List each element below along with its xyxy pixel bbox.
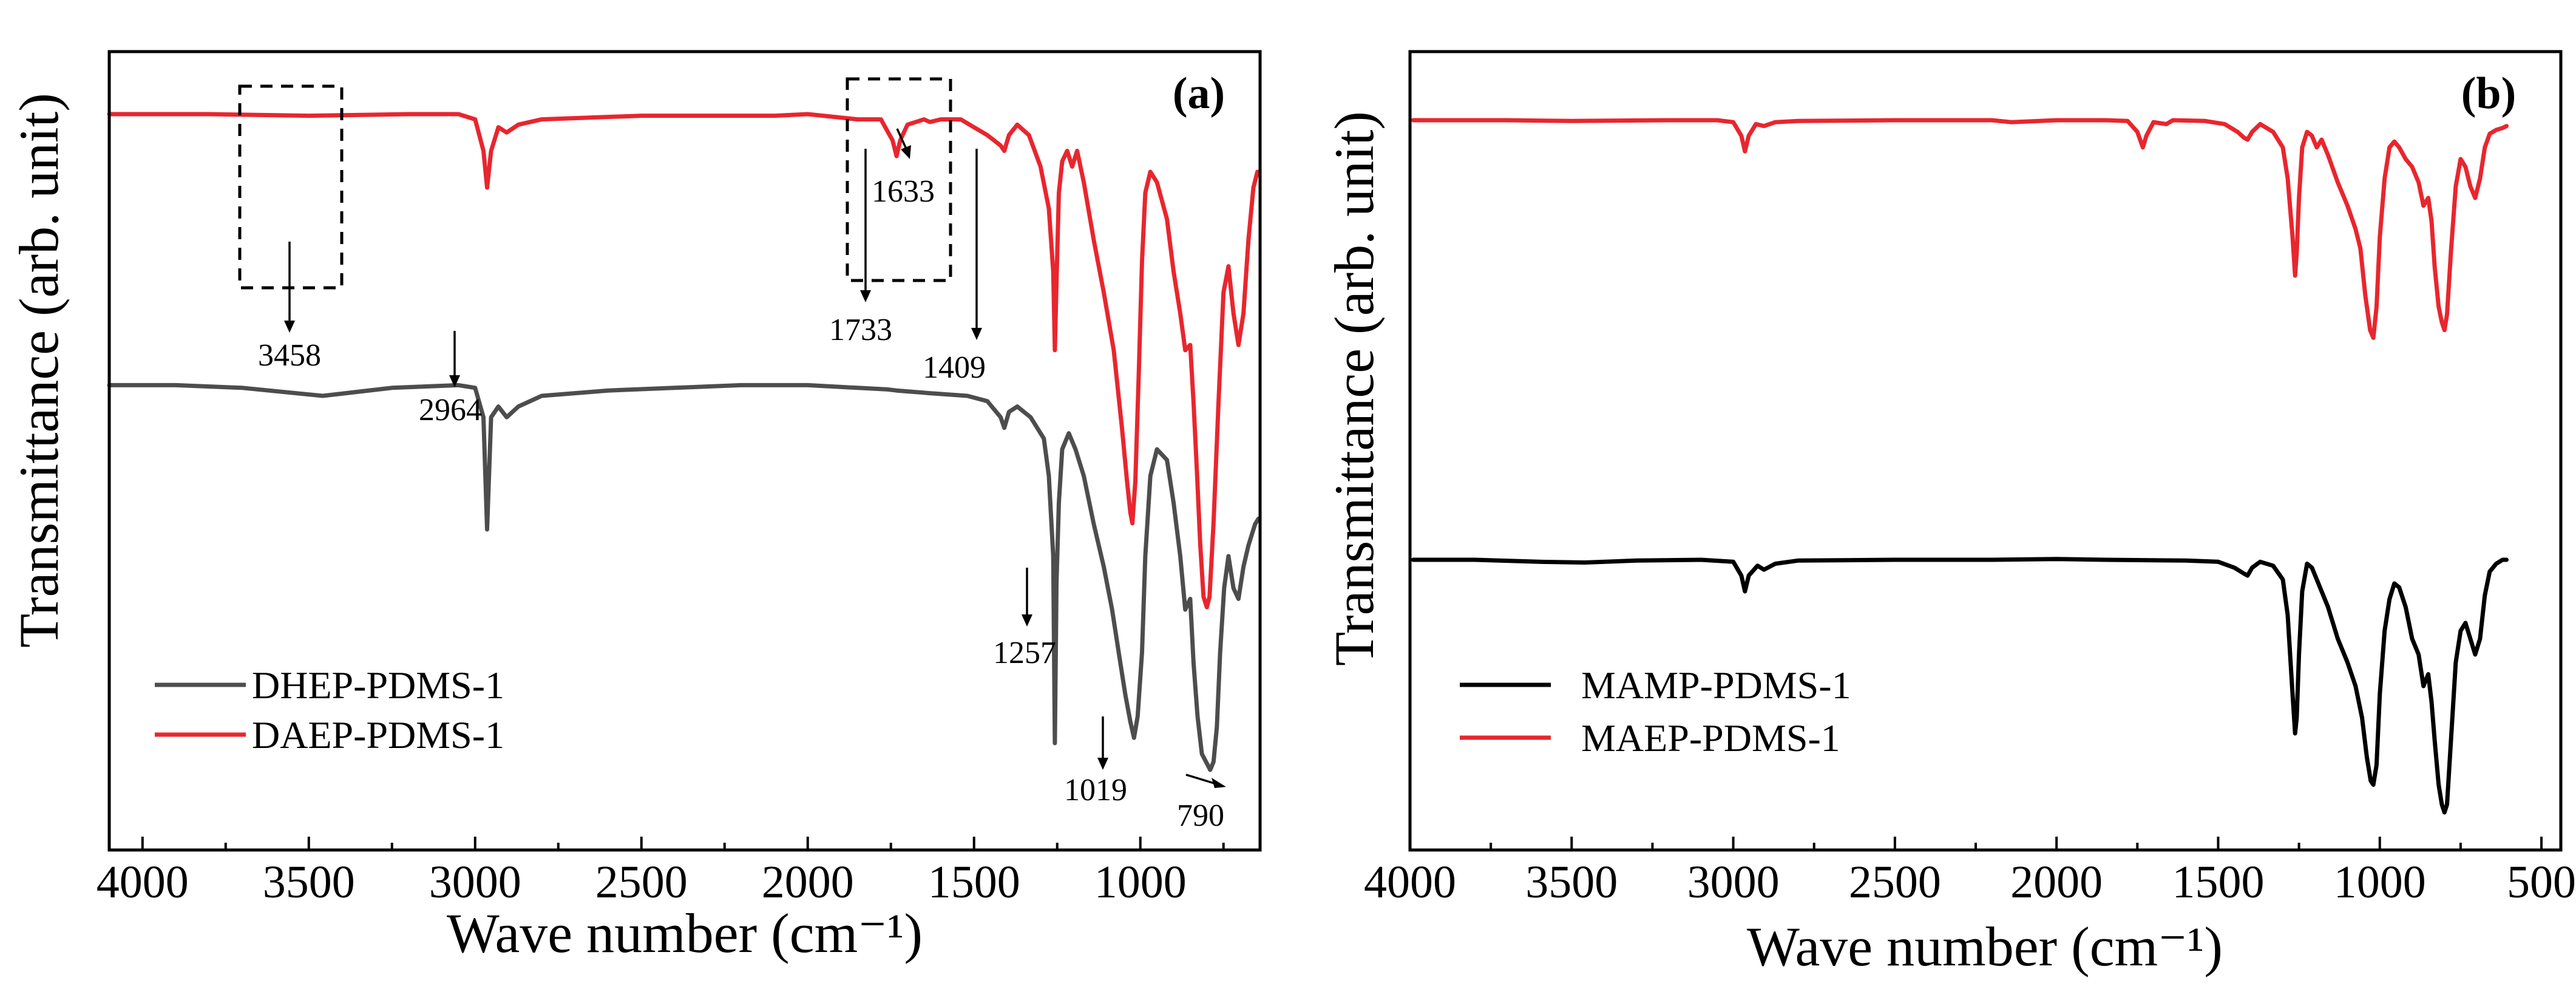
x-tick-label: 2000 bbox=[2010, 857, 2103, 908]
panel-b-series-group bbox=[1411, 118, 2509, 815]
series-line-daep-pdms-1 bbox=[107, 112, 1260, 610]
arrowhead-1409 bbox=[971, 328, 982, 340]
x-tick-label: 500 bbox=[2507, 857, 2576, 908]
x-tick-label: 4000 bbox=[1364, 857, 1456, 908]
x-tick-label: 2500 bbox=[1849, 857, 1941, 908]
x-tick-label: 1500 bbox=[2172, 857, 2264, 908]
panel-a-chart: Transmittance (arb. unit) 4000 3500 3000 25… bbox=[8, 50, 1262, 964]
panel-a-series-group bbox=[107, 112, 1261, 772]
x-tick-label: 3500 bbox=[263, 857, 355, 908]
peak-label-1633: 1633 bbox=[872, 174, 935, 209]
arrowhead-3458 bbox=[284, 321, 295, 333]
highlight-box-carbonyl-region bbox=[846, 77, 952, 282]
series-line-mamp-pdms-1 bbox=[1411, 557, 2509, 815]
legend-label-maep: MAEP-PDMS-1 bbox=[1581, 716, 1840, 760]
peak-label-1733: 1733 bbox=[829, 313, 892, 347]
highlight-box-oh-region bbox=[238, 84, 344, 290]
peak-label-1409: 1409 bbox=[923, 350, 986, 385]
arrowhead-790 bbox=[1212, 778, 1226, 788]
panel-a-label: (a) bbox=[1173, 69, 1225, 118]
x-tick-label: 2500 bbox=[595, 857, 688, 908]
x-tick-label: 1500 bbox=[928, 857, 1020, 908]
panel-a-x-axis-title: Wave number (cm⁻¹) bbox=[447, 902, 923, 964]
arrowhead-1733 bbox=[860, 290, 871, 302]
panel-b-x-ticks: 4000 3500 3000 2500 2000 1500 1000 500 bbox=[1364, 837, 2576, 908]
panel-b-legend: MAMP-PDMS-1 MAEP-PDMS-1 bbox=[1460, 664, 1851, 760]
x-tick-label: 3500 bbox=[1525, 857, 1618, 908]
peak-label-1257: 1257 bbox=[993, 636, 1056, 670]
x-tick-label: 3000 bbox=[429, 857, 521, 908]
arrowhead-1633 bbox=[901, 145, 911, 159]
legend-label-dhep: DHEP-PDMS-1 bbox=[252, 664, 504, 707]
panel-b-y-axis-title: Transmittance (arb. unit) bbox=[1323, 111, 1385, 666]
arrow-1633 bbox=[896, 128, 907, 149]
legend-label-daep: DAEP-PDMS-1 bbox=[252, 713, 504, 756]
x-tick-label: 3000 bbox=[1687, 857, 1780, 908]
arrowhead-1257 bbox=[1022, 614, 1032, 627]
peak-label-1019: 1019 bbox=[1064, 773, 1127, 807]
panel-a-y-axis-title: Transmittance (arb. unit) bbox=[8, 93, 70, 648]
legend-label-mamp: MAMP-PDMS-1 bbox=[1581, 664, 1851, 707]
x-tick-label: 1000 bbox=[1094, 857, 1187, 908]
x-tick-label: 2000 bbox=[762, 857, 854, 908]
peak-label-790: 790 bbox=[1177, 798, 1224, 833]
peak-annotations: 3458 2964 1733 1633 1409 1257 1019 790 bbox=[258, 128, 1226, 833]
arrowhead-1019 bbox=[1097, 758, 1108, 770]
panel-a-plot-frame bbox=[107, 50, 1262, 852]
panel-a-x-ticks: 4000 3500 3000 2500 2000 1500 1000 bbox=[97, 837, 1225, 908]
panel-b-plot-frame bbox=[1408, 50, 2563, 852]
series-line-dhep-pdms-1 bbox=[107, 382, 1261, 772]
arrowhead-2964 bbox=[449, 375, 460, 387]
panel-b-chart: Transmittance (arb. unit) 4000 3500 3000 25… bbox=[1323, 50, 2576, 977]
peak-label-2964: 2964 bbox=[419, 393, 482, 427]
peak-label-3458: 3458 bbox=[258, 338, 321, 373]
panel-a-legend: DHEP-PDMS-1 DAEP-PDMS-1 bbox=[155, 664, 504, 756]
x-tick-label: 4000 bbox=[97, 857, 189, 908]
panel-b-label: (b) bbox=[2461, 69, 2516, 118]
panel-b-x-axis-title: Wave number (cm⁻¹) bbox=[1747, 916, 2223, 977]
arrow-790 bbox=[1185, 773, 1215, 784]
x-tick-label: 1000 bbox=[2334, 857, 2426, 908]
series-line-maep-pdms-1 bbox=[1411, 118, 2509, 340]
